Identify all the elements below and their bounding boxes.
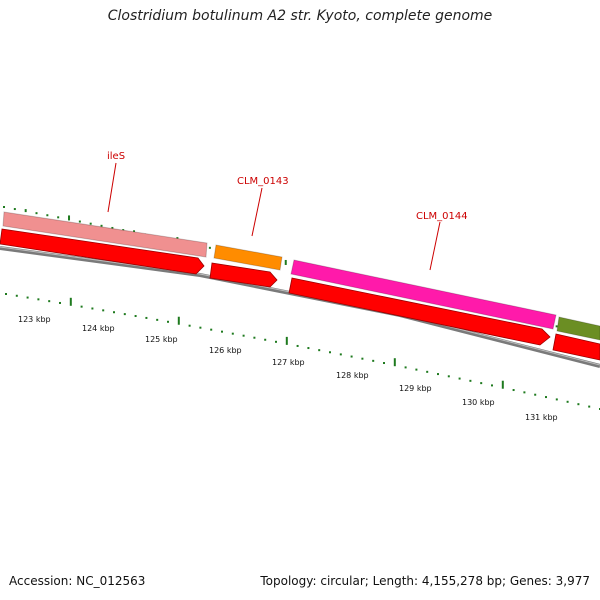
tick-label: 131 kbp: [525, 413, 558, 422]
tick-label: 130 kbp: [462, 398, 495, 407]
accession-text: Accession: NC_012563: [9, 574, 146, 588]
leader-line-clm-0143: [251, 187, 263, 237]
leader-line-clm-0144: [429, 221, 441, 271]
gc-ticks-bottom: [5, 293, 600, 410]
gene-label-ileS: ileS: [107, 151, 125, 162]
gene-feature-ileS[interactable]: [2, 211, 208, 258]
gene-label-clm-0144: CLM_0144: [416, 211, 468, 222]
cds-feature[interactable]: [288, 277, 551, 346]
tick-label: 123 kbp: [18, 315, 51, 324]
gene-label-clm-0143: CLM_0143: [237, 176, 289, 187]
gene-feature-clm-0143[interactable]: [213, 244, 283, 271]
genome-title: Clostridium botulinum A2 str. Kyoto, com…: [107, 8, 493, 24]
leader-line-ileS: [107, 162, 117, 213]
gene-feature-green[interactable]: [556, 316, 600, 341]
cds-feature[interactable]: [0, 228, 205, 275]
tick-label: 125 kbp: [145, 335, 178, 344]
tick-label: 124 kbp: [82, 324, 115, 333]
tick-label: 129 kbp: [399, 384, 432, 393]
cds-feature[interactable]: [552, 333, 600, 361]
genome-summary-text: Topology: circular; Length: 4,155,278 bp…: [260, 574, 590, 588]
gene-feature-clm-0144[interactable]: [290, 259, 557, 330]
cds-feature[interactable]: [209, 262, 278, 288]
tick-label: 127 kbp: [272, 358, 305, 367]
tick-label: 128 kbp: [336, 371, 369, 380]
tick-label: 126 kbp: [209, 346, 242, 355]
